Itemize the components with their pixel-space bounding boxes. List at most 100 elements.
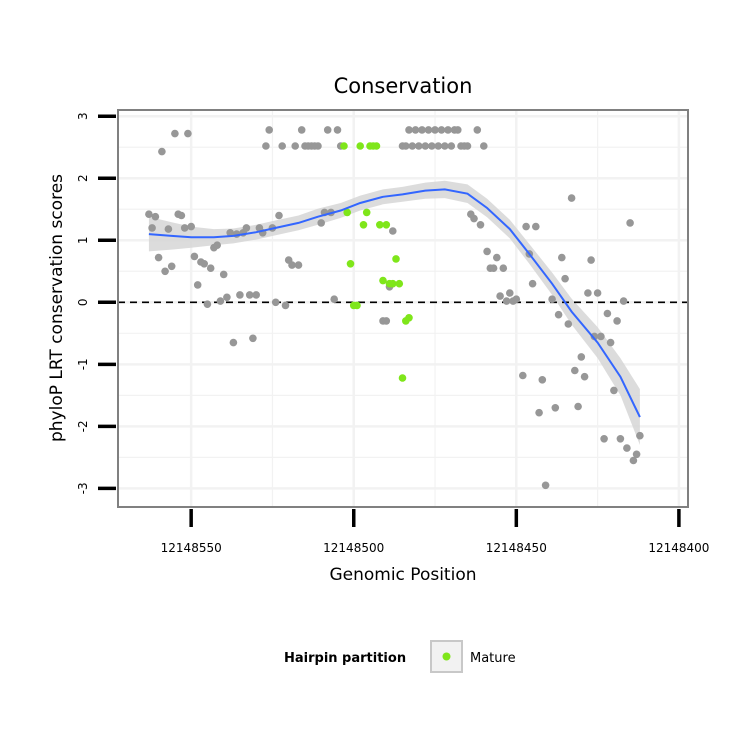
data-point-other: [535, 408, 543, 417]
data-point-other: [447, 142, 456, 150]
data-point-other: [203, 300, 212, 309]
data-point-other: [275, 211, 283, 220]
data-point-other: [245, 291, 254, 299]
data-point-other: [180, 224, 189, 232]
data-point-other: [265, 126, 274, 134]
data-point-other: [522, 222, 530, 231]
data-point-mature: [372, 142, 381, 150]
data-point-other: [216, 297, 225, 305]
data-point-mature: [346, 260, 355, 268]
mature-points: [340, 142, 413, 382]
data-point-other: [551, 404, 560, 412]
data-point-other: [629, 456, 638, 465]
x-axis-title: Genomic Position: [329, 565, 476, 585]
data-point-other: [333, 126, 342, 134]
x-tick-label: 12148400: [648, 541, 709, 555]
data-point-mature: [362, 208, 371, 217]
data-point-other: [314, 142, 322, 150]
data-point-mature: [343, 208, 352, 217]
data-point-other: [493, 253, 501, 262]
data-point-other: [424, 126, 433, 134]
data-point-other: [187, 222, 195, 231]
data-point-other: [538, 376, 547, 384]
data-point-other: [154, 253, 163, 262]
data-point-other: [564, 320, 573, 328]
data-point-other: [418, 126, 426, 134]
data-point-other: [145, 210, 153, 218]
data-point-other: [428, 142, 436, 150]
confidence-band: [148, 180, 640, 445]
legend-label-mature: Mature: [470, 651, 516, 666]
legend: Hairpin partition Mature: [284, 640, 516, 673]
data-point-other: [567, 194, 576, 202]
data-point-other: [213, 241, 221, 249]
data-point-other: [476, 221, 485, 229]
data-point-other: [574, 402, 582, 411]
y-axis-title: phyloP LRT conservation scores: [47, 174, 67, 442]
data-point-other: [619, 297, 628, 305]
data-point-other: [636, 431, 644, 440]
data-point-other: [271, 298, 280, 307]
plot-panel: [118, 110, 688, 507]
data-point-other: [528, 279, 537, 288]
data-point-other: [291, 142, 300, 150]
data-point-other: [184, 129, 192, 138]
data-point-other: [512, 295, 521, 304]
data-point-other: [200, 260, 208, 268]
data-point-mature: [376, 221, 384, 229]
data-point-other: [288, 261, 296, 269]
data-point-other: [249, 334, 257, 343]
data-point-other: [382, 317, 391, 325]
legend-key-mature: [442, 652, 451, 661]
data-point-other: [541, 481, 550, 490]
data-point-other: [584, 289, 592, 297]
data-point-other: [496, 292, 504, 300]
data-point-other: [519, 371, 527, 380]
x-tick-label: 12148550: [161, 541, 222, 555]
data-point-other: [480, 142, 488, 150]
data-point-other: [506, 289, 514, 297]
data-point-other: [626, 219, 634, 227]
data-point-other: [600, 435, 608, 443]
data-point-mature: [353, 301, 361, 310]
data-point-other: [281, 301, 290, 310]
data-point-other: [330, 295, 339, 304]
data-point-other: [558, 253, 566, 262]
data-point-other: [431, 126, 439, 134]
data-point-other: [229, 338, 238, 347]
data-point-other: [561, 274, 569, 283]
y-tick-label: 1: [76, 236, 90, 244]
data-point-mature: [359, 221, 368, 229]
data-point-other: [236, 291, 244, 299]
chart-title: Conservation: [334, 74, 473, 98]
data-point-other: [473, 126, 482, 134]
data-point-other: [151, 212, 160, 221]
data-point-other: [148, 224, 156, 232]
data-point-other: [454, 126, 462, 134]
data-point-other: [577, 353, 586, 361]
data-point-mature: [356, 142, 365, 150]
x-tick-label: 12148450: [486, 541, 547, 555]
data-point-other: [405, 126, 413, 134]
data-point-other: [463, 142, 472, 150]
y-tick-label: -3: [76, 482, 90, 494]
data-point-other: [554, 310, 563, 319]
data-point-other: [590, 332, 599, 341]
x-axis: 12148550 12148500 12148450 12148400: [161, 509, 709, 555]
data-point-other: [223, 293, 231, 302]
y-tick-label: 0: [76, 298, 90, 306]
data-point-other: [408, 142, 417, 150]
data-point-other: [158, 147, 166, 156]
data-point-mature: [340, 142, 348, 150]
data-point-other: [434, 142, 443, 150]
data-point-other: [193, 281, 202, 289]
data-point-other: [548, 295, 556, 304]
data-point-other: [483, 247, 491, 256]
y-axis: 3 2 1 0 -1 -2 -3: [76, 112, 116, 494]
panel-border: [117, 109, 689, 508]
data-point-other: [441, 142, 449, 150]
data-point-other: [242, 224, 251, 232]
y-tick-label: -2: [76, 420, 90, 432]
data-point-mature: [379, 276, 387, 285]
y-tick-label: 2: [76, 174, 90, 182]
